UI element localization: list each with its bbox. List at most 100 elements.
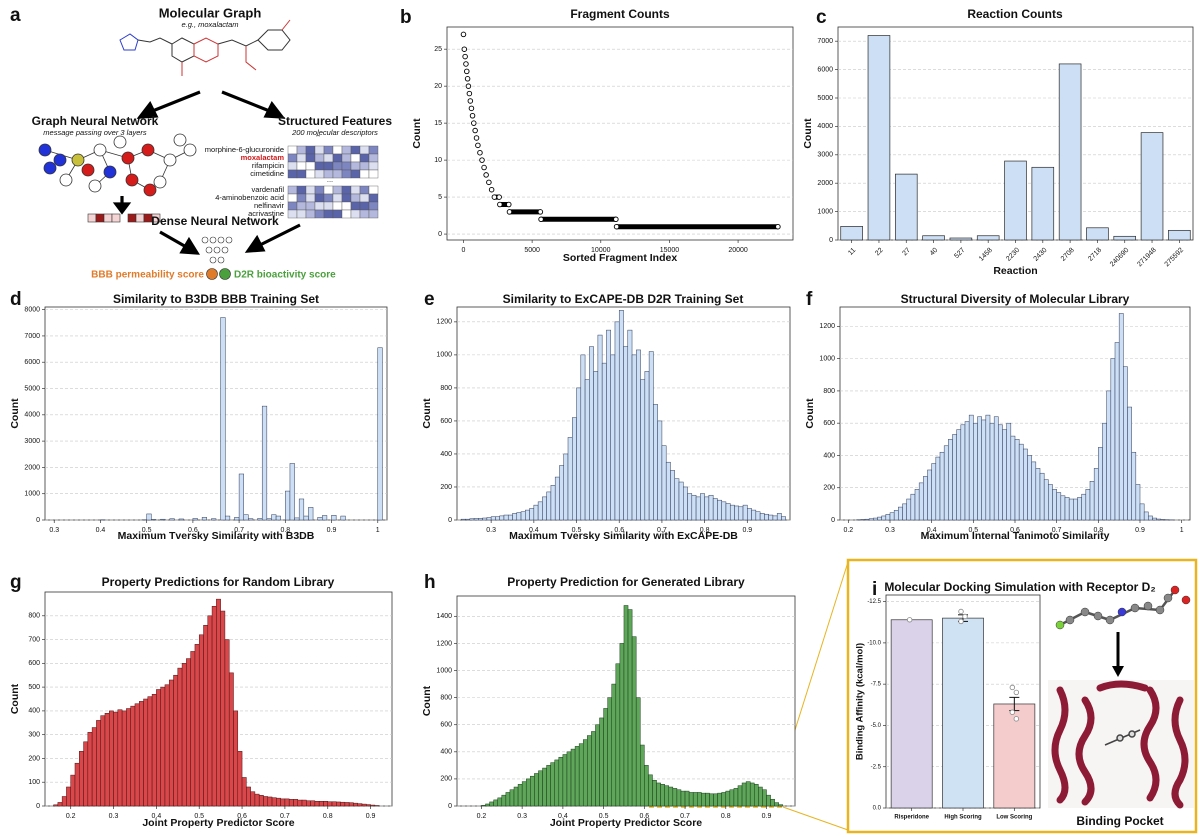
x-tick-label: 0.7 xyxy=(280,813,290,820)
heatmap-cell xyxy=(305,153,316,163)
hist-bar xyxy=(893,510,899,521)
docking-illustration xyxy=(1080,607,1090,617)
hist-bar xyxy=(563,453,569,521)
hist-bar xyxy=(697,792,702,807)
x-tick-label: 0.2 xyxy=(477,813,487,820)
y-tick-label: 400 xyxy=(28,708,40,715)
hist-bar xyxy=(582,739,588,807)
graph-network xyxy=(121,151,135,165)
hist-bar xyxy=(705,792,710,807)
flow-arrows xyxy=(257,223,301,248)
hist-bar xyxy=(902,503,907,521)
molecule-drawing xyxy=(171,37,195,63)
heatmap-cell xyxy=(350,193,361,203)
y-axis-label: Count xyxy=(9,398,21,429)
hist-bar xyxy=(688,792,694,807)
hist-bar xyxy=(627,329,633,521)
hist-bar xyxy=(521,781,527,807)
hist-bar xyxy=(713,793,718,807)
hist-bar xyxy=(559,465,564,521)
point xyxy=(471,120,477,126)
hist-bar xyxy=(280,798,286,807)
point xyxy=(506,201,512,208)
x-tick-label: 0.3 xyxy=(109,813,119,820)
chart: d Similarity to B3DB BBB Training Set Maxi… xyxy=(9,289,388,542)
hist-bar xyxy=(601,362,607,521)
docking-illustration xyxy=(1170,585,1180,595)
y-tick-label: 4000 xyxy=(24,412,40,419)
hist-bar xyxy=(721,501,727,521)
hist-bar xyxy=(1023,448,1028,521)
point xyxy=(466,90,473,97)
point xyxy=(477,149,483,156)
x-tick-label: 40 xyxy=(929,247,940,258)
chart-title: Structural Diversity of Molecular Librar… xyxy=(901,292,1130,306)
hist-bar xyxy=(169,518,175,521)
hist-bar xyxy=(317,517,323,521)
x-tick-label: 0.4 xyxy=(152,813,162,820)
hist-bar xyxy=(160,686,166,807)
hist-bar xyxy=(742,504,748,521)
hist-bar xyxy=(674,478,680,521)
heatmap-cell xyxy=(359,153,370,163)
hist-bar xyxy=(644,765,649,807)
heatmap-cell xyxy=(287,185,298,195)
hist-bar xyxy=(778,804,784,807)
heatmap-cell xyxy=(323,193,334,203)
heatmap-cell xyxy=(314,153,325,163)
hist-bar xyxy=(340,801,346,807)
docking-illustration xyxy=(1116,734,1124,742)
hist-bar xyxy=(554,759,560,807)
hist-bar xyxy=(469,518,475,521)
hist-bar xyxy=(516,512,522,521)
hist-bar xyxy=(943,445,949,521)
hist-bar xyxy=(173,674,179,807)
flow-arrows xyxy=(159,230,189,250)
dense-network xyxy=(205,246,213,254)
hist-bar xyxy=(644,371,650,521)
x-tick-label: 0.3 xyxy=(517,813,527,820)
point xyxy=(481,164,487,171)
hist-bar xyxy=(294,517,300,521)
hist-bar xyxy=(554,476,560,521)
embedding-vector xyxy=(135,213,145,223)
hist-bar xyxy=(493,799,498,807)
hist-bar xyxy=(1139,503,1145,521)
hist-bar xyxy=(261,405,268,521)
point xyxy=(775,223,781,230)
y-tick-label: 1000 xyxy=(817,208,833,215)
hist-bar xyxy=(768,514,774,521)
point xyxy=(469,112,476,119)
hist-bar xyxy=(266,518,272,521)
hist-bar xyxy=(1102,422,1107,521)
docking-illustration xyxy=(1051,680,1189,809)
heatmap-cell xyxy=(323,185,334,195)
x-tick-label: 0.6 xyxy=(639,813,649,820)
hist-bar xyxy=(640,744,645,807)
data-point xyxy=(906,617,913,623)
hist-bar xyxy=(525,778,531,807)
hist-bar xyxy=(517,784,523,807)
hist-bar xyxy=(770,798,775,807)
molecule-drawing xyxy=(281,19,291,31)
x-tick-label: 15000 xyxy=(660,247,680,254)
docking-illustration xyxy=(1055,585,1191,630)
hist-bar xyxy=(361,803,367,807)
graph-network xyxy=(143,183,157,197)
graph-network xyxy=(53,153,67,167)
hist-bar xyxy=(1123,366,1128,521)
hist-bar xyxy=(138,701,144,807)
x-tick-label: 0.4 xyxy=(529,527,539,534)
hist-bar xyxy=(597,334,603,521)
graph-network xyxy=(93,143,107,157)
hist-bar xyxy=(250,791,256,807)
y-tick-label: 15 xyxy=(434,120,442,127)
hist-bar xyxy=(881,515,887,521)
panel-label: f xyxy=(806,289,813,310)
panel-label: d xyxy=(10,289,22,310)
heatmap-cell xyxy=(368,201,379,211)
chart: c Reaction Counts Reaction Count 0 1000 2000 30… xyxy=(802,7,1194,277)
point xyxy=(465,83,472,89)
hist-bar xyxy=(764,513,769,521)
hist-bar xyxy=(70,774,76,807)
